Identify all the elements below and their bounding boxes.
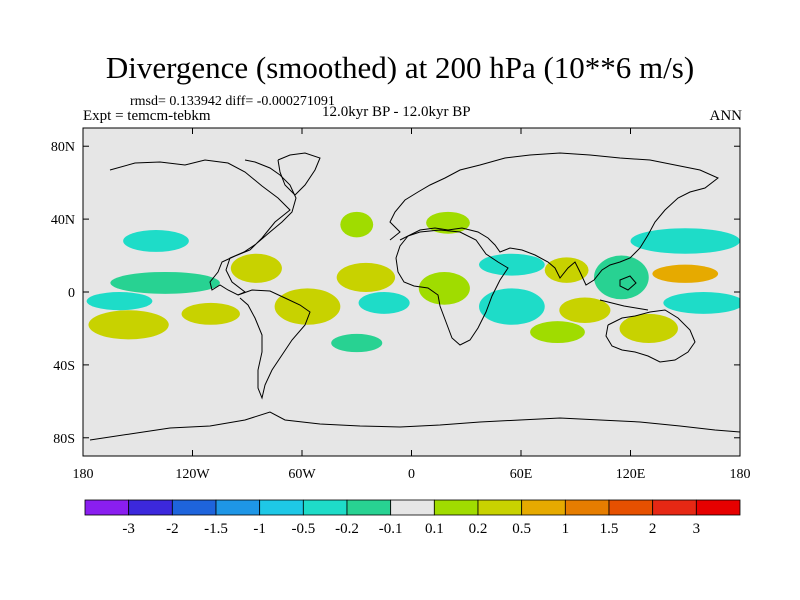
colorbar-label: 1.5	[600, 521, 619, 537]
region-tropical-atlantic-divergence	[336, 262, 396, 292]
colorbar-label: 0.1	[425, 521, 444, 537]
colorbar-label: -0.1	[379, 521, 403, 537]
colorbar-label: 0.2	[469, 521, 488, 537]
coast-africa	[395, 229, 509, 346]
chart-title: Divergence (smoothed) at 200 hPa (10**6 …	[105, 50, 695, 85]
region-north-atlantic-divergence	[340, 211, 374, 238]
region-gulf-mexico-divergence	[230, 253, 282, 283]
region-southern-atlantic-convergence	[331, 333, 383, 353]
x-tick-label: 0	[408, 467, 415, 482]
colorbar-swatch	[564, 499, 610, 516]
period-label: 12.0kyr BP - 12.0kyr BP	[322, 104, 471, 120]
y-tick-label: 40N	[51, 213, 75, 228]
region-southern-indian-divergence	[530, 321, 585, 344]
colorbar-swatch	[128, 499, 173, 516]
colorbar: -3 -2 -1.5 -1 -0.5 -0.2 -0.1 0.1 0.2 0.5 1 1.5 2 3	[84, 499, 741, 537]
colorbar-label: 0.5	[512, 521, 531, 537]
region-maritime-continent-convergence	[594, 255, 649, 300]
region-africa-divergence	[418, 271, 470, 305]
x-tick-label: 180	[730, 467, 751, 482]
y-tick-label: 40S	[53, 359, 75, 374]
region-south-pacific-band-convergence	[663, 292, 740, 314]
season-label: ANN	[709, 108, 743, 124]
colorbar-label: -2	[166, 521, 179, 537]
axes: 180 120W 60W 0 60E 120E 180 80N 40N 0 40S 80S	[51, 128, 751, 482]
experiment-label: Expt = temcm-tebkm	[83, 108, 211, 124]
colorbar-label: -0.2	[335, 521, 359, 537]
region-atlantic-south-convergence	[358, 292, 410, 314]
colorbar-swatch	[346, 499, 392, 516]
x-tick-label: 120W	[175, 467, 210, 482]
region-south-pacific-divergence	[88, 310, 169, 340]
x-tick-label: 60E	[510, 467, 533, 482]
colorbar-swatch	[652, 499, 697, 516]
colorbar-swatch	[259, 499, 304, 516]
colorbar-label: 3	[693, 521, 701, 537]
x-tick-label: 180	[73, 467, 94, 482]
region-tropical-pacific-convergence	[110, 271, 220, 294]
stats-label: rmsd= 0.133942 diff= -0.000271091	[130, 94, 335, 109]
region-indian-ocean-convergence	[479, 288, 545, 325]
colorbar-swatch	[477, 499, 523, 516]
colorbar-swatch	[215, 499, 261, 516]
coast-south-america	[237, 289, 311, 400]
x-tick-label: 60W	[288, 467, 316, 482]
divergence-regions	[86, 211, 740, 353]
region-north-pacific-convergence	[123, 230, 189, 252]
y-tick-label: 80S	[53, 432, 75, 447]
region-australia-divergence	[619, 313, 678, 344]
colorbar-swatch	[433, 499, 479, 516]
region-amazon-divergence	[274, 288, 341, 325]
y-tick-label: 80N	[51, 140, 75, 155]
colorbar-label: 1	[562, 521, 570, 537]
coast-north-america	[109, 159, 297, 296]
region-asia-arabia-convergence	[479, 253, 545, 276]
colorbar-label: -3	[122, 521, 135, 537]
colorbar-swatch	[521, 499, 566, 516]
coast-greenland	[277, 152, 321, 196]
coast-antarctica	[89, 411, 740, 441]
region-indian-ocean-divergence	[559, 297, 611, 323]
colorbar-swatch	[84, 499, 130, 516]
x-tick-label: 120E	[616, 467, 646, 482]
colorbar-swatch	[390, 499, 435, 516]
coast-indonesia	[599, 275, 649, 311]
region-west-pacific-divergence	[652, 264, 719, 283]
colorbar-label: -1	[253, 521, 266, 537]
coast-australia	[605, 309, 696, 363]
region-northwest-pacific-convergence	[630, 228, 740, 254]
y-tick-label: 0	[68, 286, 75, 301]
region-south-pacific-convergence	[86, 292, 153, 311]
colorbar-label: -0.5	[291, 521, 315, 537]
colorbar-swatch	[302, 499, 348, 516]
colorbar-swatch	[695, 499, 741, 516]
colorbar-label: 2	[649, 521, 657, 537]
region-southeast-pacific-divergence	[181, 302, 240, 325]
colorbar-swatch	[171, 499, 217, 516]
coast-eurasia	[389, 152, 719, 286]
coastlines	[89, 152, 740, 441]
colorbar-label: -1.5	[204, 521, 228, 537]
colorbar-swatch	[608, 499, 654, 516]
